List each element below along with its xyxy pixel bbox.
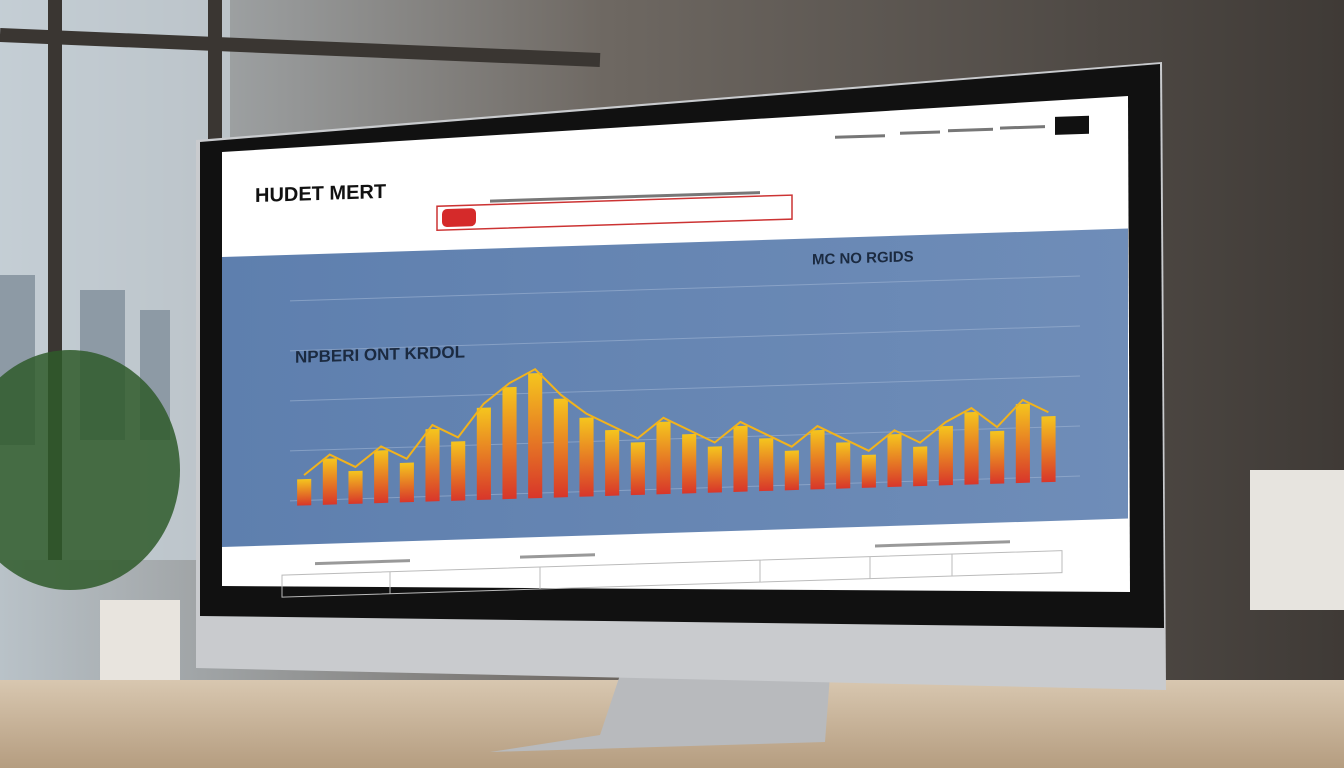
bar bbox=[733, 425, 748, 492]
menu-button[interactable] bbox=[1055, 115, 1089, 135]
bar bbox=[861, 454, 876, 488]
bar bbox=[784, 450, 799, 491]
bar bbox=[759, 438, 774, 492]
bar bbox=[1041, 416, 1056, 483]
bar bbox=[682, 433, 697, 494]
plant bbox=[0, 350, 180, 590]
bar bbox=[990, 430, 1005, 484]
bar bbox=[1015, 403, 1030, 484]
bar-group bbox=[297, 367, 1056, 506]
bar bbox=[630, 442, 645, 496]
bar bbox=[810, 429, 825, 490]
monitor-stand bbox=[490, 675, 830, 752]
bar bbox=[528, 372, 543, 499]
bar bbox=[399, 462, 414, 503]
bar bbox=[938, 425, 953, 486]
panel-title: MC NO RGIDS bbox=[812, 248, 914, 268]
bar bbox=[451, 441, 466, 501]
table bbox=[281, 550, 1063, 598]
books bbox=[1250, 470, 1344, 610]
bar bbox=[579, 417, 594, 497]
bar bbox=[887, 434, 902, 488]
pot bbox=[100, 600, 180, 690]
bar bbox=[348, 470, 363, 505]
bar bbox=[964, 411, 979, 485]
bar bbox=[707, 446, 722, 493]
bar bbox=[553, 398, 568, 498]
bar bbox=[374, 450, 389, 504]
bar bbox=[502, 386, 517, 500]
trend-line bbox=[303, 367, 1049, 476]
bar bbox=[322, 458, 337, 505]
search-button[interactable] bbox=[442, 208, 476, 227]
table-headers bbox=[315, 540, 1010, 566]
site-title: HUDET MERT bbox=[255, 181, 386, 207]
bar bbox=[297, 478, 312, 506]
search-bar bbox=[436, 194, 793, 232]
bar bbox=[476, 407, 491, 501]
bar bbox=[656, 421, 671, 495]
bar bbox=[425, 428, 440, 502]
bar bbox=[913, 446, 928, 487]
screen-content: HUDET MERT MC NO RGIDS NPBERI ONT KRDOL bbox=[222, 115, 1128, 598]
nav-links bbox=[490, 125, 1045, 203]
bar bbox=[605, 429, 620, 496]
bar bbox=[836, 442, 851, 489]
